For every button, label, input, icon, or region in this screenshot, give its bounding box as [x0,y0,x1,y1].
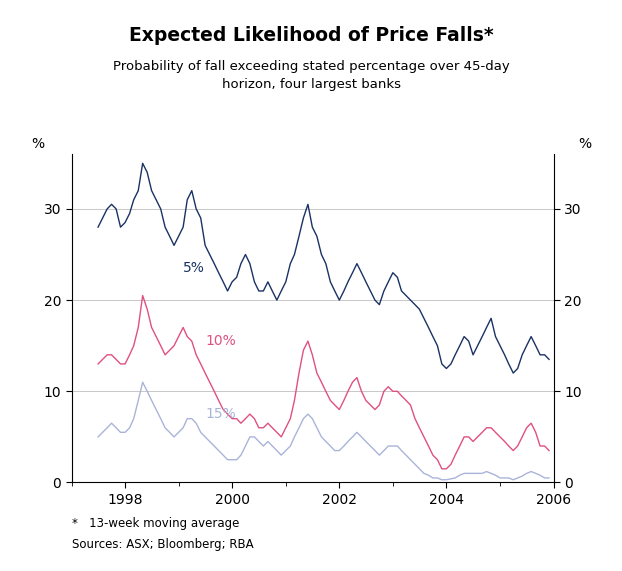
Text: 10%: 10% [205,334,236,348]
Text: %: % [31,137,44,151]
Text: Expected Likelihood of Price Falls*: Expected Likelihood of Price Falls* [129,26,493,45]
Text: 15%: 15% [205,407,236,421]
Text: *   13-week moving average: * 13-week moving average [72,517,239,530]
Text: 5%: 5% [183,261,205,275]
Text: Sources: ASX; Bloomberg; RBA: Sources: ASX; Bloomberg; RBA [72,538,253,551]
Text: Probability of fall exceeding stated percentage over 45-day
horizon, four larges: Probability of fall exceeding stated per… [113,60,509,91]
Text: %: % [578,137,592,151]
